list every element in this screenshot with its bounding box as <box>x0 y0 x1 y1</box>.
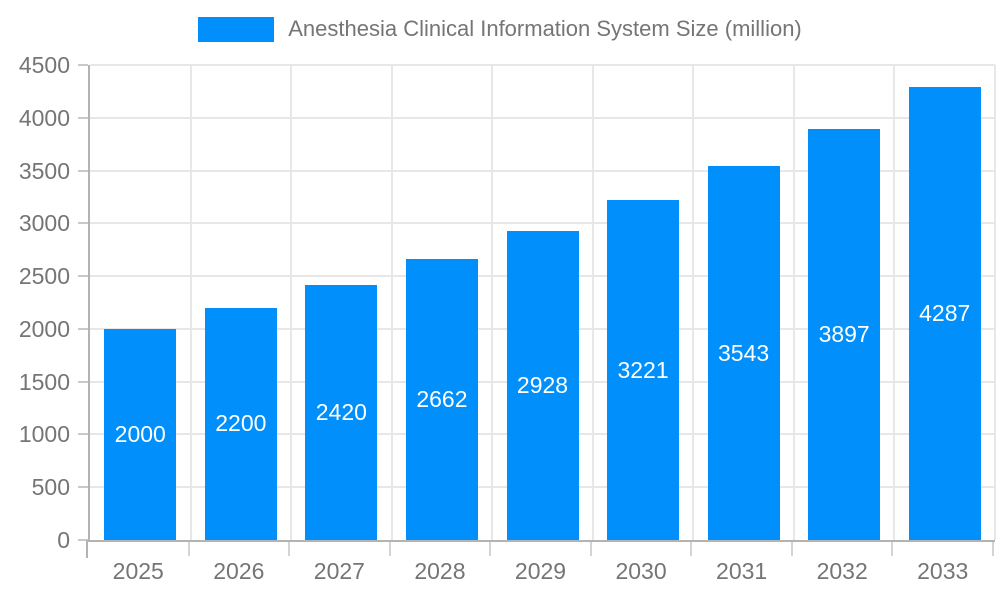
bar[interactable]: 4287 <box>908 87 981 540</box>
x-axis-tick <box>489 542 492 556</box>
x-axis-tick <box>187 542 190 556</box>
legend-item[interactable]: Anesthesia Clinical Information System S… <box>198 16 802 42</box>
x-tick-label: 2027 <box>313 558 365 584</box>
gridline <box>290 65 293 540</box>
y-axis-tick <box>78 327 88 330</box>
gridline <box>692 65 695 540</box>
bar[interactable]: 2000 <box>104 328 177 540</box>
gridline <box>591 65 594 540</box>
y-axis-tick <box>78 169 88 172</box>
gridline <box>893 65 896 540</box>
y-axis-tick <box>78 116 88 119</box>
legend-label: Anesthesia Clinical Information System S… <box>288 16 802 41</box>
bar-value-label: 2928 <box>516 371 569 398</box>
bar-value-label: 2200 <box>215 410 267 437</box>
y-tick-label: 500 <box>31 474 70 501</box>
gridline <box>90 169 995 172</box>
x-tick-label: 2033 <box>917 558 969 584</box>
bar[interactable]: 2420 <box>305 284 378 540</box>
y-tick-label: 2500 <box>18 263 70 290</box>
x-axis-tick <box>891 542 894 556</box>
bar-value-label: 3543 <box>718 339 770 366</box>
y-axis-tick <box>78 275 88 278</box>
x-tick-label: 2025 <box>112 558 164 584</box>
gridline <box>189 65 192 540</box>
y-tick-label: 3500 <box>18 157 70 184</box>
gridline <box>90 64 995 66</box>
x-axis-tick <box>992 542 994 556</box>
gridline <box>994 65 996 540</box>
x-tick-label: 2029 <box>514 558 567 584</box>
x-tick-label: 2031 <box>716 558 768 584</box>
x-tick-label: 2028 <box>414 558 466 584</box>
bar-value-label: 2420 <box>315 398 367 425</box>
x-tick-label: 2026 <box>213 558 265 584</box>
bar[interactable]: 2662 <box>405 259 478 540</box>
y-tick-label: 1500 <box>18 368 70 395</box>
bar[interactable]: 3221 <box>607 200 680 540</box>
y-tick-label: 0 <box>57 527 70 553</box>
y-axis-tick <box>78 486 88 489</box>
y-tick-label: 1000 <box>18 421 70 448</box>
bar[interactable]: 2200 <box>204 307 277 540</box>
y-axis-tick <box>78 380 88 383</box>
gridline <box>90 116 995 119</box>
y-tick-label: 4500 <box>18 52 70 78</box>
x-axis-tick <box>288 542 291 556</box>
y-tick-label: 4000 <box>18 104 70 131</box>
y-axis-tick <box>78 64 88 66</box>
bar-value-label: 3221 <box>617 356 669 383</box>
gridline <box>390 65 393 540</box>
x-axis-tick <box>690 542 693 556</box>
chart-legend: Anesthesia Clinical Information System S… <box>0 16 1000 42</box>
y-axis-tick <box>78 433 88 436</box>
gridline <box>792 65 795 540</box>
bar[interactable]: 3897 <box>808 128 881 540</box>
gridline <box>90 222 995 225</box>
x-axis-tick <box>86 540 88 558</box>
bar[interactable]: 3543 <box>707 166 780 540</box>
y-axis-tick <box>78 539 88 541</box>
plot-area: 2000 2200 2420 2662 2928 3221 3543 3897 4287 <box>88 64 996 542</box>
bar-value-label: 3897 <box>818 320 870 347</box>
x-axis-tick <box>388 542 391 556</box>
bar[interactable]: 2928 <box>506 230 579 540</box>
x-axis-tick <box>589 542 592 556</box>
legend-swatch-icon <box>198 16 275 42</box>
y-axis-tick <box>78 222 88 225</box>
y-tick-label: 3000 <box>18 210 70 237</box>
bar-value-label: 2000 <box>114 420 166 447</box>
bar-value-label: 2662 <box>416 386 468 412</box>
x-axis-tick <box>790 542 793 556</box>
x-tick-label: 2030 <box>615 558 667 584</box>
gridline <box>491 65 494 540</box>
y-tick-label: 2000 <box>18 315 70 342</box>
x-tick-label: 2032 <box>816 558 868 584</box>
bar-value-label: 4287 <box>919 300 971 327</box>
